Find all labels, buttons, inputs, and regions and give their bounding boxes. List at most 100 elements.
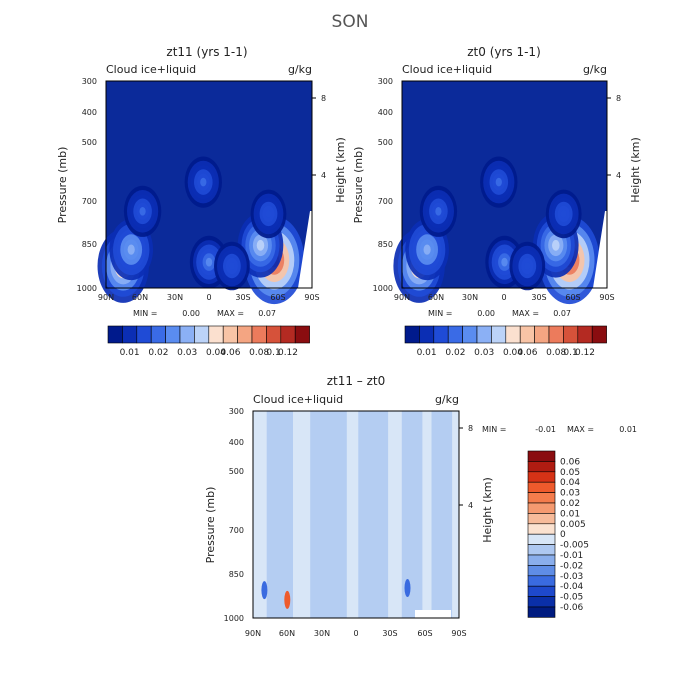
right-axis-ticks — [312, 97, 316, 176]
colorbar-swatch — [404, 325, 420, 344]
cloud-features — [393, 156, 607, 305]
colorbar-swatch — [122, 325, 138, 344]
colorbar-label: -0.01 — [560, 551, 583, 561]
y-tick-label: 300 — [229, 407, 244, 416]
x-tick-label: 90S — [599, 293, 614, 302]
min-value: 0.00 — [477, 309, 495, 318]
max-label: MAX = — [217, 309, 244, 318]
y-tick-label: 400 — [82, 108, 97, 117]
colorbar-swatch — [266, 325, 282, 344]
x-tick-label: 60S — [270, 293, 285, 302]
y-tick-labels: 300 400 500 700 850 1000 — [224, 407, 244, 623]
x-tick-label: 0 — [206, 293, 211, 302]
colorbar-swatch — [237, 325, 253, 344]
colorbar-swatch — [527, 575, 556, 587]
colorbar-swatch — [505, 325, 521, 344]
right-axis-ticks — [459, 427, 463, 506]
colorbar-swatch — [476, 325, 492, 344]
missing-data-region — [415, 610, 451, 618]
colorbar-swatch — [527, 492, 556, 504]
contour-level — [256, 239, 265, 251]
colorbar: 0.060.050.040.030.020.010.0050-0.005-0.0… — [527, 450, 589, 618]
colorbar-swatch — [527, 585, 556, 597]
colorbar: 0.01 0.02 0.03 0.040.06 0.080.10.12 — [404, 325, 607, 358]
max-value: 0.07 — [553, 309, 571, 318]
y-tick-label: 1000 — [77, 284, 97, 293]
difference-features — [261, 411, 453, 618]
colorbar-swatch — [527, 481, 556, 493]
x-tick-label: 90N — [98, 293, 114, 302]
y-axis-label: Pressure (mb) — [204, 487, 217, 564]
colorbar-swatch — [527, 471, 556, 483]
colorbar-label: -0.005 — [560, 541, 589, 551]
colorbar-label: -0.04 — [560, 582, 584, 592]
colorbar: 0.01 0.02 0.03 0.040.06 0.080.10.12 — [107, 325, 310, 358]
missing-data-region — [593, 211, 607, 288]
colorbar-swatch — [222, 325, 238, 344]
colorbar-swatch — [548, 325, 564, 344]
plot-frame — [252, 410, 460, 619]
colorbar-swatch — [462, 325, 478, 344]
panel-subtitle-right: g/kg — [288, 63, 312, 76]
colorbar-label: 0.04 — [206, 348, 226, 358]
difference-band — [358, 411, 389, 618]
y-tick-label: 850 — [378, 240, 393, 249]
x-tick-label: 60S — [417, 629, 432, 638]
x-tick-label: 60N — [279, 629, 295, 638]
x-tick-label: 30S — [382, 629, 397, 638]
colorbar-label: -0.03 — [560, 572, 583, 582]
colorbar-swatch — [527, 513, 556, 525]
colorbar-swatch — [527, 502, 556, 514]
colorbar-swatch — [294, 325, 310, 344]
colorbar-swatch — [577, 325, 593, 344]
x-tick-label: 30N — [462, 293, 478, 302]
contour-level — [139, 207, 146, 216]
plot-frame — [105, 80, 313, 289]
x-tick-labels: 90N 60N 30N 0 30S 60S 90S — [394, 293, 615, 302]
colorbar-label: 0.04 — [503, 348, 523, 358]
right-tick-label: 8 — [616, 94, 621, 103]
colorbar-label: 0.08 — [249, 348, 269, 358]
colorbar-swatch — [433, 325, 449, 344]
colorbar-label: 0.01 — [560, 509, 580, 519]
y-tick-label: 700 — [378, 197, 393, 206]
colorbar-swatch — [527, 450, 556, 462]
colorbar-label: 0.1 — [563, 348, 577, 358]
x-tick-label: 90S — [304, 293, 319, 302]
difference-spot — [404, 579, 411, 597]
colorbar-label: 0.01 — [120, 348, 140, 358]
colorbar-label: 0 — [560, 530, 566, 540]
plot-frame — [401, 80, 608, 289]
colorbar-swatch — [208, 325, 224, 344]
x-tick-labels: 90N 60N 30N 0 30S 60S 90S — [98, 293, 320, 302]
right-tick-label: 8 — [468, 424, 473, 433]
contour-level — [127, 244, 135, 255]
panel-title: zt0 (yrs 1-1) — [467, 45, 541, 59]
max-value: 0.01 — [619, 425, 637, 434]
heatmap-plot — [393, 80, 611, 305]
panel-title: zt11 (yrs 1-1) — [166, 45, 247, 59]
colorbar-swatch — [136, 325, 152, 344]
difference-band — [401, 411, 423, 618]
x-tick-label: 0 — [353, 629, 358, 638]
y-axis-label: Pressure (mb) — [352, 147, 365, 224]
colorbar-label: 0.02 — [148, 348, 168, 358]
colorbar-swatch — [251, 325, 267, 344]
colorbar-swatch — [194, 325, 210, 344]
colorbar-swatch — [527, 544, 556, 556]
panel-subtitle-left: Cloud ice+liquid — [402, 63, 492, 76]
x-tick-label: 60S — [565, 293, 580, 302]
y-tick-label: 850 — [82, 240, 97, 249]
x-tick-label: 90N — [394, 293, 410, 302]
panel-subtitle-left: Cloud ice+liquid — [106, 63, 196, 76]
right-tick-label: 4 — [616, 171, 621, 180]
super-title: SON — [332, 12, 369, 32]
panel-zt11: zt11 (yrs 1-1) Cloud ice+liquid g/kg 90N… — [56, 45, 347, 358]
right-axis-label: Height (km) — [334, 137, 347, 203]
x-tick-label: 60N — [132, 293, 148, 302]
min-value: 0.00 — [182, 309, 200, 318]
x-tick-label: 30N — [167, 293, 183, 302]
colorbar-swatch — [563, 325, 579, 344]
contour-level — [501, 257, 508, 267]
